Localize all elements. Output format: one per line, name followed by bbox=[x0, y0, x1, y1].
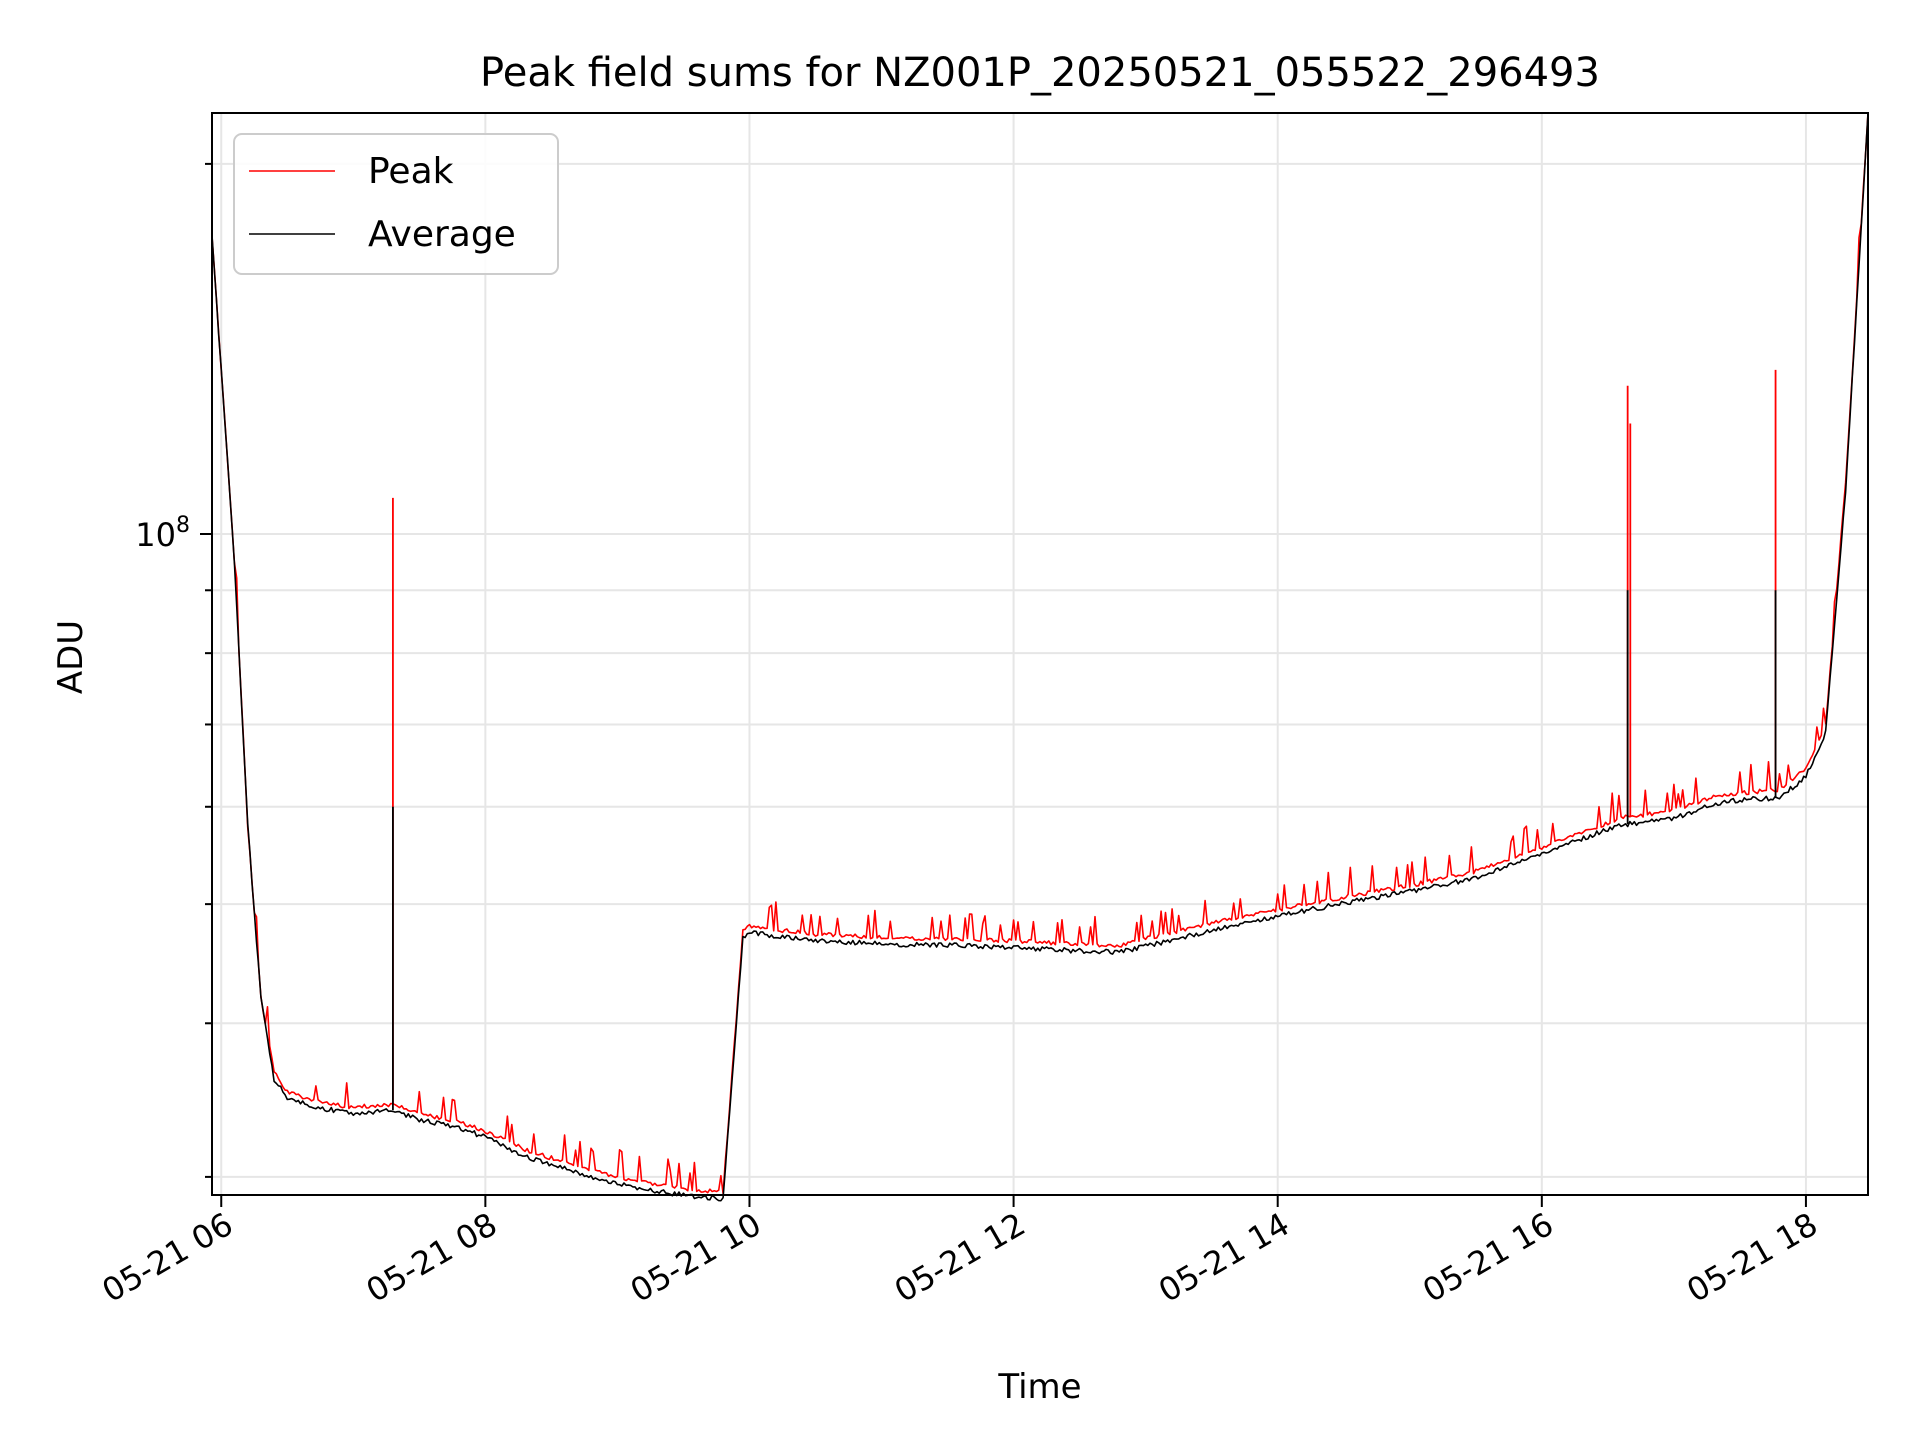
legend-peak-label: Peak bbox=[368, 151, 454, 192]
plot-series bbox=[211, 112, 1869, 1202]
legend: Peak Average bbox=[233, 133, 559, 275]
grid-lines bbox=[212, 113, 1868, 1195]
legend-average-label: Average bbox=[368, 214, 516, 255]
series-line-average bbox=[211, 112, 1869, 1202]
y-axis-label: ADU bbox=[51, 620, 91, 694]
x-axis-label: Time bbox=[997, 1367, 1081, 1407]
chart-title: Peak field sums for NZ001P_20250521_0555… bbox=[480, 50, 1600, 96]
series-line-peak bbox=[211, 112, 1869, 1195]
y-tick-label: 108 bbox=[135, 513, 190, 554]
legend-box bbox=[233, 133, 559, 275]
